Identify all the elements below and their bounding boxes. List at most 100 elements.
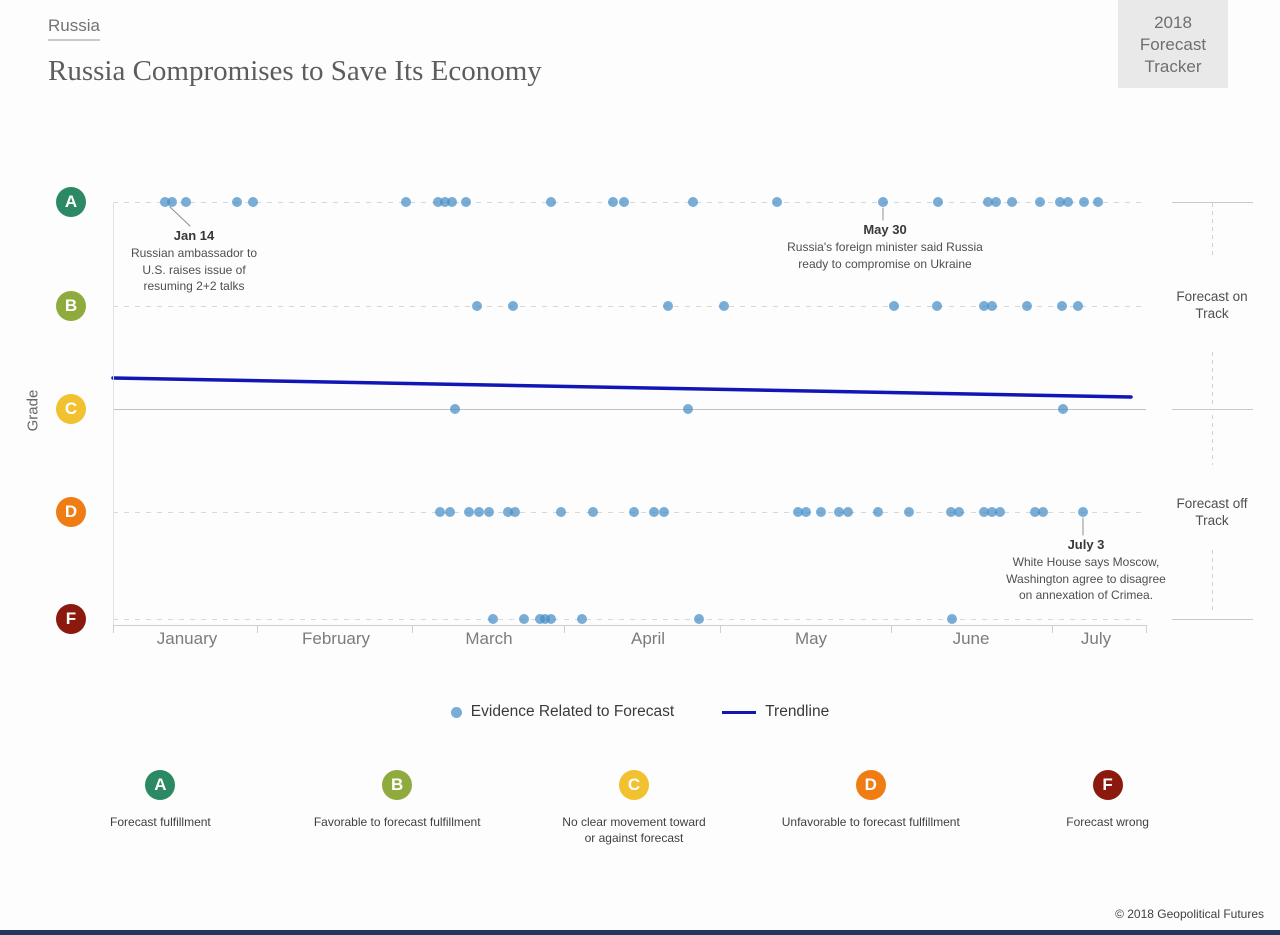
grade-legend-label: No clear movement toward or against fore… (562, 815, 706, 845)
track-label-off: Forecast off Track (1176, 496, 1248, 528)
annotation-may-30: May 30 Russia's foreign minister said Rus… (770, 222, 1000, 272)
evidence-dot (401, 197, 411, 207)
evidence-dot (248, 197, 258, 207)
evidence-dot (588, 507, 598, 517)
right-bracket-line (1172, 202, 1253, 203)
bottom-bar (0, 930, 1280, 935)
evidence-dot (445, 507, 455, 517)
grade-badge-f: F (56, 604, 86, 634)
evidence-dot (1057, 301, 1067, 311)
grade-legend-label: Unfavorable to forecast fulfillment (781, 815, 960, 829)
evidence-dot (556, 507, 566, 517)
evidence-dot (608, 197, 618, 207)
x-axis-tick (891, 625, 892, 633)
annotation-date: Jan 14 (173, 228, 215, 243)
grade-legend-item-b: B Favorable to forecast fulfillment (279, 770, 516, 846)
legend-trendline-item: Trendline (722, 703, 829, 721)
annotation-date: May 30 (863, 222, 907, 237)
grade-badge-f-icon: F (1092, 770, 1123, 800)
evidence-dot (995, 507, 1005, 517)
copyright: © 2018 Geopolitical Futures (1115, 907, 1264, 921)
evidence-dot (619, 197, 629, 207)
y-axis-label: Grade (24, 389, 42, 432)
evidence-dot (484, 507, 494, 517)
grade-legend-item-a: A Forecast fulfillment (42, 770, 279, 846)
grade-badge-b: B (56, 291, 86, 321)
legend-trendline-label: Trendline (765, 703, 830, 720)
right-bracket-line (1172, 619, 1253, 620)
evidence-dot (519, 614, 529, 624)
gridline-a (113, 202, 1146, 203)
evidence-dot (510, 507, 520, 517)
right-bracket-dash (1212, 352, 1213, 406)
month-label-january: January (156, 629, 218, 648)
evidence-dot (991, 197, 1001, 207)
evidence-dot (1073, 301, 1083, 311)
grade-legend-label: Forecast fulfillment (110, 815, 211, 829)
right-bracket-dash (1212, 415, 1213, 465)
grade-badge-b-icon: B (382, 770, 413, 800)
x-axis-tick (564, 625, 565, 633)
x-axis-tick (113, 625, 114, 633)
evidence-dot (440, 197, 450, 207)
grade-legend-item-f: F Forecast wrong (989, 770, 1226, 846)
gridline-b (113, 306, 1146, 307)
evidence-dot (772, 197, 782, 207)
grade-badge-c-icon: C (618, 770, 649, 800)
evidence-dot (435, 507, 445, 517)
annotation-jan-14: Jan 14 Russian ambassador to U.S. raises … (79, 228, 309, 295)
evidence-dot (503, 507, 513, 517)
grade-legend: A Forecast fulfillment B Favorable to forec… (42, 770, 1226, 846)
evidence-dot (540, 614, 550, 624)
evidence-dot (983, 197, 993, 207)
grade-legend-item-c: C No clear movement toward or against for… (516, 770, 753, 846)
evidence-dot (843, 507, 853, 517)
evidence-dot (1093, 197, 1103, 207)
evidence-dot (947, 614, 957, 624)
x-axis-tick (412, 625, 413, 633)
grade-legend-label: Favorable to forecast fulfillment (313, 815, 481, 829)
legend-evidence-label: Evidence Related to Forecast (470, 703, 675, 720)
grade-legend-item-d: D Unfavorable to forecast fulfillment (752, 770, 989, 846)
evidence-dot (1022, 301, 1032, 311)
evidence-dot (873, 507, 883, 517)
evidence-dot (508, 301, 518, 311)
evidence-dot (889, 301, 899, 311)
month-label-april: April (630, 629, 665, 648)
month-label-february: February (301, 629, 371, 648)
evidence-dot (629, 507, 639, 517)
trendline-icon (722, 710, 757, 714)
evidence-dot (801, 507, 811, 517)
evidence-dot (688, 197, 698, 207)
evidence-dot (954, 507, 964, 517)
track-label-on: Forecast on Track (1176, 289, 1248, 321)
x-axis-tick (1052, 625, 1053, 633)
month-label-june: June (952, 629, 990, 648)
evidence-dot (1038, 507, 1048, 517)
grade-badge-d-icon: D (855, 770, 886, 800)
x-axis-tick (720, 625, 721, 633)
evidence-dot (472, 301, 482, 311)
evidence-dot (659, 507, 669, 517)
evidence-dot (719, 301, 729, 311)
evidence-dot (461, 197, 471, 207)
y-axis-line (113, 202, 114, 625)
grade-badge-a: A (56, 187, 86, 217)
month-label-july: July (1080, 629, 1112, 648)
evidence-dot (1078, 507, 1088, 517)
evidence-dot (160, 197, 170, 207)
month-label-march: March (465, 629, 513, 648)
annotation-text: Russia's foreign minister said Russia re… (787, 240, 983, 271)
evidence-dot (834, 507, 844, 517)
annotation-text: Russian ambassador to U.S. raises issue … (130, 246, 258, 293)
evidence-dot (232, 197, 242, 207)
region-link[interactable]: Russia (48, 16, 100, 41)
evidence-dot (546, 197, 556, 207)
evidence-dot (450, 404, 460, 414)
evidence-dot (447, 197, 457, 207)
evidence-dot (1055, 197, 1065, 207)
annotation-date: July 3 (1067, 537, 1105, 552)
evidence-dot (987, 507, 997, 517)
right-bracket-dash (1212, 550, 1213, 612)
